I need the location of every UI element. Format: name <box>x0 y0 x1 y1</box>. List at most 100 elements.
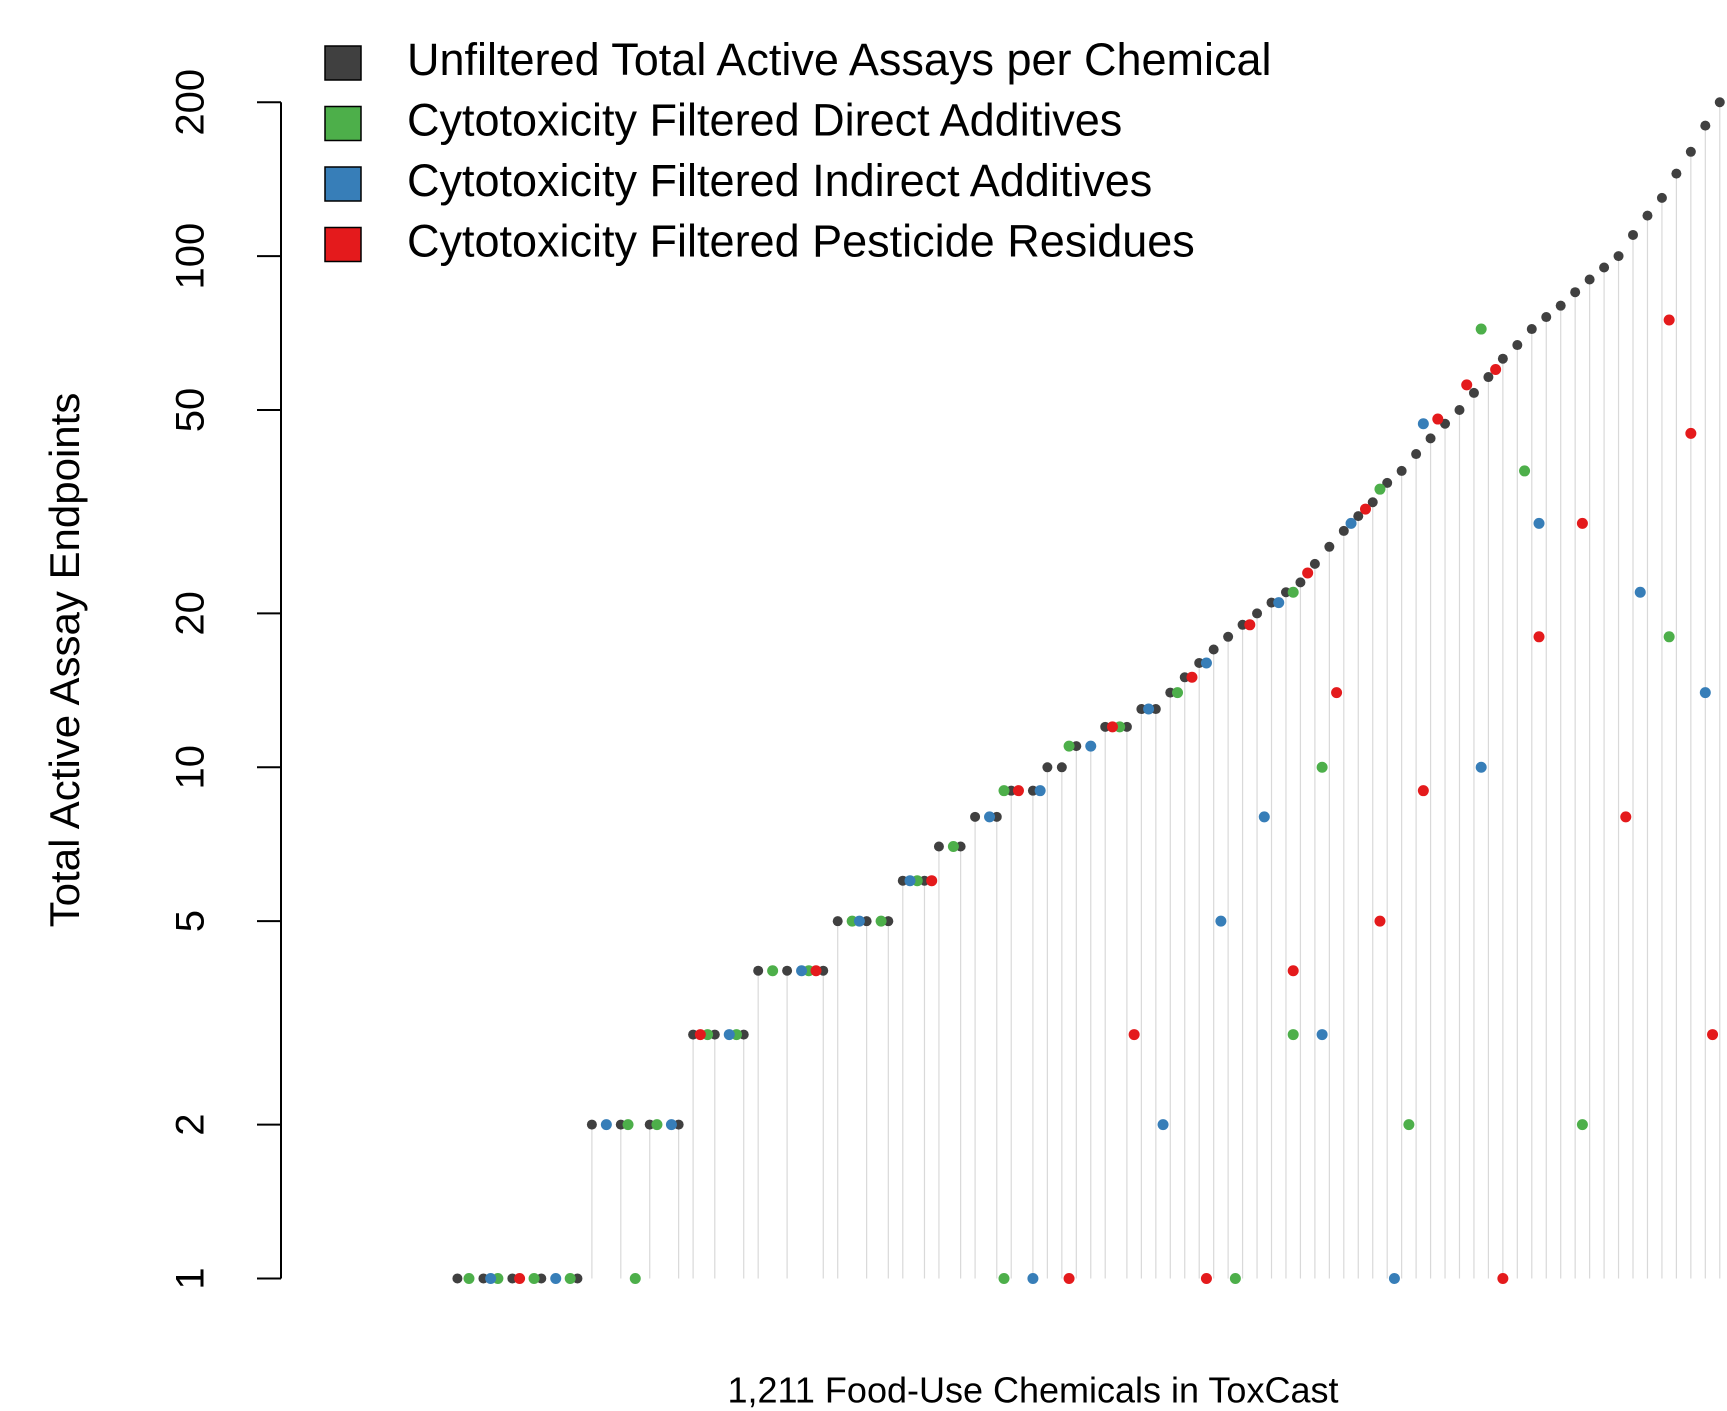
point <box>998 785 1010 797</box>
point <box>1663 314 1675 326</box>
point <box>1374 483 1386 495</box>
point <box>1576 1119 1588 1131</box>
point <box>1663 631 1675 643</box>
x-axis-label: 1,211 Food-Use Chemicals in ToxCast <box>728 1370 1339 1411</box>
point <box>1599 262 1610 273</box>
point <box>1287 965 1299 977</box>
point <box>1316 1029 1328 1041</box>
point <box>1642 210 1653 221</box>
point <box>1229 1272 1241 1284</box>
point <box>1417 418 1429 430</box>
point <box>904 875 916 887</box>
point <box>1063 740 1075 752</box>
point <box>550 1272 562 1284</box>
point <box>1671 168 1682 179</box>
point <box>1519 465 1531 477</box>
point <box>586 1119 597 1130</box>
y-tick-label: 1 <box>169 1267 213 1289</box>
point <box>1106 721 1118 733</box>
y-tick-label: 100 <box>169 223 213 290</box>
point <box>810 965 822 977</box>
y-tick-label: 5 <box>169 910 213 932</box>
point <box>1295 577 1306 588</box>
point <box>1223 631 1234 642</box>
point <box>947 840 959 852</box>
legend-swatch <box>324 226 362 263</box>
point <box>1570 287 1581 298</box>
point <box>1685 146 1696 157</box>
point <box>1172 687 1184 699</box>
point <box>1628 229 1639 240</box>
point <box>651 1119 663 1131</box>
point <box>1411 449 1422 460</box>
y-tick-label: 10 <box>169 745 213 790</box>
plot-area <box>452 97 1725 1284</box>
point <box>984 811 996 823</box>
point <box>832 916 843 927</box>
point <box>1287 1029 1299 1041</box>
point <box>1012 785 1024 797</box>
point <box>1475 761 1487 773</box>
point <box>1497 1272 1509 1284</box>
point <box>1576 517 1588 529</box>
point <box>694 1029 706 1041</box>
point <box>1707 1029 1719 1041</box>
point <box>1338 525 1349 536</box>
point <box>1324 541 1335 552</box>
point <box>782 965 793 976</box>
point <box>796 965 808 977</box>
point <box>1258 811 1270 823</box>
legend-swatch <box>324 166 362 202</box>
point <box>452 1273 463 1284</box>
point <box>1432 413 1444 425</box>
point <box>1584 274 1595 285</box>
point <box>1287 586 1299 598</box>
point <box>1483 372 1494 383</box>
point <box>514 1272 526 1284</box>
point <box>875 915 887 927</box>
legend-swatch <box>324 105 362 142</box>
point <box>1403 1119 1415 1131</box>
point <box>564 1272 576 1284</box>
point <box>1063 1272 1075 1284</box>
point <box>1512 340 1523 351</box>
point <box>1454 404 1465 415</box>
point <box>1215 915 1227 927</box>
legend-label: Unfiltered Total Active Assays per Chemi… <box>407 34 1272 85</box>
legend-label: Cytotoxicity Filtered Pesticide Residues <box>407 215 1195 266</box>
point <box>1128 1029 1140 1041</box>
legend-label: Cytotoxicity Filtered Indirect Additives <box>407 155 1152 206</box>
point <box>1143 703 1155 715</box>
point <box>933 841 944 852</box>
point <box>1367 497 1378 508</box>
point <box>753 965 764 976</box>
point <box>998 1272 1010 1284</box>
point <box>1244 619 1256 631</box>
point <box>600 1119 612 1131</box>
point <box>1555 300 1566 311</box>
point <box>1634 586 1646 598</box>
point <box>1157 1119 1169 1131</box>
point <box>665 1119 677 1131</box>
point <box>1620 811 1632 823</box>
y-tick-label: 200 <box>169 69 213 136</box>
point <box>1468 387 1479 398</box>
point <box>1425 433 1436 444</box>
point <box>1475 323 1487 335</box>
point <box>1345 517 1357 529</box>
point <box>1252 608 1263 619</box>
point <box>1360 503 1371 515</box>
point <box>1200 657 1212 669</box>
point <box>1526 324 1537 335</box>
point <box>1273 597 1285 609</box>
point <box>1186 671 1198 683</box>
point <box>1714 97 1725 108</box>
point <box>1656 192 1667 203</box>
point <box>1353 511 1364 522</box>
point <box>1309 558 1320 569</box>
point <box>1396 465 1407 476</box>
point <box>1034 785 1046 797</box>
point <box>1331 687 1343 699</box>
point <box>629 1272 641 1284</box>
